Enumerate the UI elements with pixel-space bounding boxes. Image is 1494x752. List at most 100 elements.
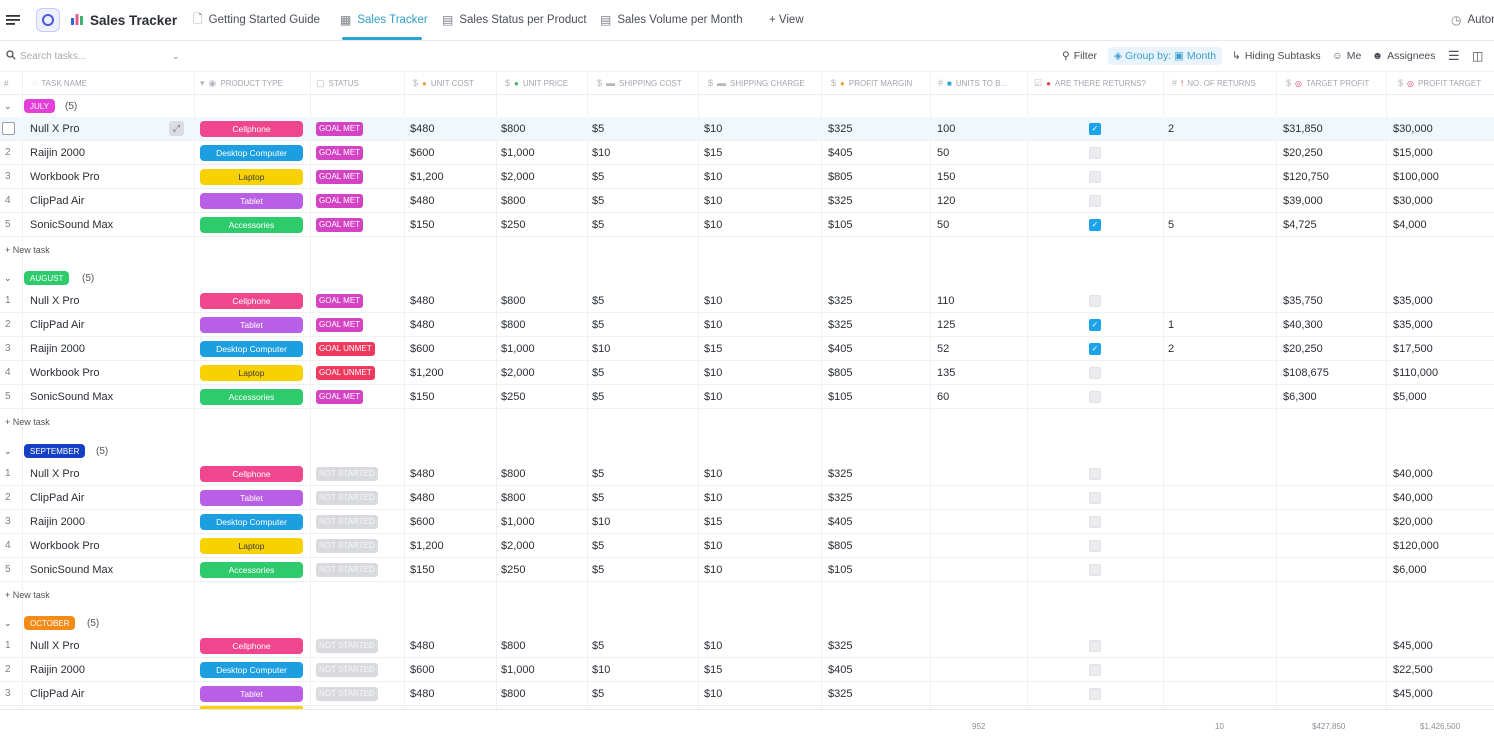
shipping-charge[interactable]: $10 <box>704 318 723 331</box>
group-header[interactable]: ⌄ AUGUST (5) <box>0 267 200 289</box>
shipping-cost[interactable]: $5 <box>592 687 605 700</box>
returns-checkbox[interactable] <box>1089 170 1101 183</box>
profit-margin[interactable]: $325 <box>828 294 853 307</box>
product-type-pill[interactable]: Cellphone <box>200 465 303 482</box>
shipping-charge[interactable]: $10 <box>704 218 723 231</box>
table-row[interactable]: 4 Workbook Pro Laptop GOAL UNMET $1,200 $2,00… <box>0 361 1494 385</box>
shipping-charge[interactable]: $15 <box>704 663 723 676</box>
product-type-pill[interactable]: Cellphone <box>200 120 303 137</box>
unit-price[interactable]: $250 <box>501 563 526 576</box>
table-row[interactable]: 5 SonicSound Max Accessories GOAL MET $150 $2… <box>0 213 1494 237</box>
returns-checkbox[interactable] <box>1089 194 1101 207</box>
table-row[interactable]: 1 Null X Pro Cellphone NOT STARTED $480 $800 $… <box>0 634 1494 658</box>
product-type-pill[interactable]: Accessories <box>200 388 303 405</box>
unit-cost[interactable]: $480 <box>410 639 435 652</box>
shipping-cost[interactable]: $5 <box>592 639 605 652</box>
units-to-be-sold[interactable]: 110 <box>937 294 955 307</box>
tab-sales-tracker[interactable]: ▦ Sales Tracker <box>340 13 428 27</box>
unit-price[interactable]: $250 <box>501 218 526 231</box>
row-select-checkbox[interactable] <box>2 122 15 135</box>
shipping-charge[interactable]: $15 <box>704 515 723 528</box>
unit-cost[interactable]: $480 <box>410 194 435 207</box>
target-profit[interactable] <box>1283 534 1373 557</box>
layout-icon[interactable]: ◫ <box>1472 49 1484 63</box>
shipping-cost[interactable]: $10 <box>592 515 611 528</box>
status-badge[interactable]: GOAL MET <box>316 293 364 308</box>
unit-cost[interactable]: $600 <box>410 146 435 159</box>
status-badge[interactable]: GOAL MET <box>316 389 364 404</box>
shipping-charge[interactable]: $10 <box>704 563 723 576</box>
returns-checkbox[interactable] <box>1089 563 1101 576</box>
returns-checkbox[interactable] <box>1089 390 1101 403</box>
shipping-cost[interactable]: $5 <box>592 218 605 231</box>
returns-checkbox[interactable] <box>1089 294 1101 307</box>
shipping-cost[interactable]: $5 <box>592 390 605 403</box>
space-logo[interactable] <box>36 0 60 40</box>
status-badge[interactable]: GOAL MET <box>316 169 364 184</box>
unit-cost[interactable]: $600 <box>410 515 435 528</box>
table-row[interactable]: 3 ClipPad Air Tablet NOT STARTED $480 $800 $5 $… <box>0 682 1494 706</box>
unit-price[interactable]: $800 <box>501 122 526 135</box>
profit-target[interactable]: $120,000 <box>1393 539 1439 552</box>
no-of-returns[interactable]: 1 <box>1168 318 1175 331</box>
units-to-be-sold[interactable]: 150 <box>937 170 956 183</box>
no-of-returns[interactable] <box>1168 361 1258 384</box>
profit-margin[interactable]: $805 <box>828 366 853 379</box>
no-of-returns[interactable] <box>1168 634 1258 657</box>
no-of-returns[interactable] <box>1168 385 1258 408</box>
unit-price[interactable]: $2,000 <box>501 539 535 552</box>
task-name[interactable]: Null X Pro <box>30 639 80 652</box>
returns-checkbox[interactable]: ✓ <box>1089 122 1101 135</box>
shipping-charge[interactable]: $10 <box>704 390 723 403</box>
shipping-cost[interactable]: $10 <box>592 663 611 676</box>
product-type-pill[interactable]: Desktop Computer <box>200 513 303 530</box>
unit-price[interactable]: $800 <box>501 491 526 504</box>
add-view-button[interactable]: + View <box>769 14 804 26</box>
product-type-pill[interactable]: Desktop Computer <box>200 661 303 678</box>
task-name[interactable]: Null X Pro <box>30 467 80 480</box>
target-profit[interactable]: $108,675 <box>1283 366 1329 379</box>
unit-price[interactable]: $2,000 <box>501 366 535 379</box>
app-title[interactable]: Sales Tracker <box>70 0 177 40</box>
shipping-charge[interactable]: $10 <box>704 491 723 504</box>
profit-margin[interactable]: $805 <box>828 539 853 552</box>
product-type-pill[interactable]: Desktop Computer <box>200 144 303 161</box>
chevron-down-icon[interactable]: ⌄ <box>4 617 12 628</box>
units-to-be-sold[interactable] <box>937 486 1027 509</box>
profit-target[interactable]: $30,000 <box>1393 122 1433 135</box>
col-header-unit-cost[interactable]: $ ● UNIT COST <box>413 78 474 88</box>
returns-checkbox[interactable] <box>1089 539 1101 552</box>
task-name[interactable]: Workbook Pro <box>30 170 100 183</box>
profit-margin[interactable]: $105 <box>828 390 853 403</box>
task-name[interactable]: Raijin 2000 <box>30 663 86 676</box>
unit-cost[interactable]: $1,200 <box>410 366 444 379</box>
table-row[interactable]: 3 Workbook Pro Laptop GOAL MET $1,200 $2,000 $… <box>0 165 1494 189</box>
shipping-cost[interactable]: $10 <box>592 342 611 355</box>
product-type-pill[interactable]: Desktop Computer <box>200 340 303 357</box>
table-row[interactable]: 5 SonicSound Max Accessories GOAL MET $150 $2… <box>0 385 1494 409</box>
profit-target[interactable]: $100,000 <box>1393 170 1439 183</box>
shipping-cost[interactable]: $5 <box>592 122 605 135</box>
units-to-be-sold[interactable] <box>937 510 1027 533</box>
table-row[interactable]: Null X Pro ⤢ Cellphone GOAL MET $480 $800 $5 $1… <box>0 117 1494 141</box>
table-row[interactable]: 3 Raijin 2000 Desktop Computer GOAL UNMET $6… <box>0 337 1494 361</box>
product-type-pill[interactable]: Tablet <box>200 489 303 506</box>
profit-margin[interactable]: $325 <box>828 318 853 331</box>
unit-cost[interactable]: $1,200 <box>410 170 444 183</box>
chevron-down-icon[interactable]: ⌄ <box>4 100 12 111</box>
returns-checkbox[interactable] <box>1089 639 1101 652</box>
no-of-returns[interactable] <box>1168 289 1258 312</box>
profit-target[interactable]: $22,500 <box>1393 663 1433 676</box>
task-name[interactable]: SonicSound Max <box>30 218 114 231</box>
product-type-pill[interactable]: Cellphone <box>200 637 303 654</box>
unit-price[interactable]: $1,000 <box>501 663 535 676</box>
profit-margin[interactable]: $325 <box>828 639 853 652</box>
shipping-cost[interactable]: $5 <box>592 294 605 307</box>
target-profit[interactable]: $120,750 <box>1283 170 1329 183</box>
target-profit[interactable]: $20,250 <box>1283 146 1323 159</box>
units-to-be-sold[interactable]: 60 <box>937 390 950 403</box>
unit-cost[interactable]: $600 <box>410 663 435 676</box>
no-of-returns[interactable] <box>1168 462 1258 485</box>
profit-margin[interactable]: $105 <box>828 563 853 576</box>
profit-target[interactable]: $15,000 <box>1393 146 1433 159</box>
